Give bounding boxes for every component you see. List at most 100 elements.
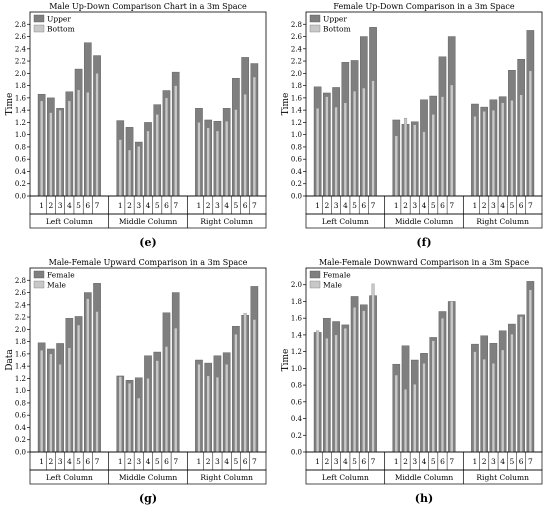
bar-series2 <box>362 87 366 197</box>
category-label: 3 <box>334 457 339 466</box>
chart-panel-3: Male-Female Upward Comparison in a 3m Sp… <box>5 258 267 505</box>
bar-series2 <box>422 131 426 197</box>
y-tick-label: 2.4 <box>15 301 27 309</box>
category-label: 6 <box>519 201 524 210</box>
y-tick-label: 0.8 <box>15 399 26 407</box>
bar-series2 <box>431 340 435 453</box>
category-label: 7 <box>449 201 454 210</box>
category-label: 7 <box>95 457 100 466</box>
legend-swatch-series1 <box>309 270 321 279</box>
bar-series2 <box>95 73 99 197</box>
category-label: 3 <box>136 201 141 210</box>
y-tick-label: 2.0 <box>291 70 302 78</box>
y-tick-label: 1.8 <box>15 82 26 90</box>
category-label: 2 <box>127 457 132 466</box>
panel-label: (e) <box>139 236 156 249</box>
category-label: 4 <box>422 201 427 210</box>
bar-series2 <box>127 149 132 197</box>
category-label: 7 <box>528 457 533 466</box>
chart-panel-1: Male Up-Down Comparison Chart in a 3m Sp… <box>5 2 267 249</box>
legend-label-series2: Bottom <box>323 25 351 34</box>
bar-series2 <box>371 80 375 197</box>
bar-series2 <box>197 122 201 197</box>
y-tick-label: 1.2 <box>15 375 26 383</box>
category-label: 7 <box>371 201 376 210</box>
category-label: 4 <box>146 457 151 466</box>
bar-series2 <box>403 389 408 453</box>
category-label: 1 <box>197 457 202 466</box>
group-label: Right Column <box>200 217 253 226</box>
y-tick-label: 0.6 <box>291 156 303 164</box>
category-label: 5 <box>234 457 239 466</box>
y-tick-label: 2.0 <box>15 70 26 78</box>
category-label: 1 <box>39 457 44 466</box>
category-label: 5 <box>510 201 515 210</box>
bar-series2 <box>510 100 514 197</box>
category-label: 7 <box>252 457 257 466</box>
y-tick-label: 0.2 <box>15 436 26 444</box>
bar-series2 <box>252 319 256 453</box>
category-label: 2 <box>482 201 487 210</box>
category-label: 3 <box>491 201 496 210</box>
bar-series2 <box>225 364 229 453</box>
category-label: 1 <box>473 457 478 466</box>
y-tick-label: 2.8 <box>291 21 302 29</box>
bar-series2 <box>343 328 347 453</box>
y-tick-label: 2.6 <box>15 33 27 41</box>
category-label: 1 <box>39 201 44 210</box>
legend-swatch-series2 <box>309 24 321 33</box>
bar-series2 <box>164 97 169 197</box>
category-label: 5 <box>352 201 357 210</box>
chart-title: Male Up-Down Comparison Chart in a 3m Sp… <box>49 2 247 11</box>
bar-series2 <box>473 116 477 197</box>
y-tick-label: 2.8 <box>15 21 26 29</box>
y-tick-label: 0.2 <box>291 180 302 188</box>
y-tick-label: 2.4 <box>291 45 303 53</box>
category-label: 1 <box>315 457 320 466</box>
legend-swatch-series1 <box>33 270 45 279</box>
category-label: 1 <box>118 201 123 210</box>
category-label: 6 <box>361 201 366 210</box>
bar-series2 <box>450 84 454 197</box>
category-label: 5 <box>234 201 239 210</box>
category-label: 7 <box>173 457 178 466</box>
category-label: 3 <box>215 201 220 210</box>
category-label: 5 <box>76 201 81 210</box>
legend-swatch-series1 <box>33 14 45 23</box>
legend-label-series2: Bottom <box>47 25 75 34</box>
panel-label: (g) <box>139 492 157 505</box>
category-label: 4 <box>224 457 229 466</box>
bar-series2 <box>197 364 201 453</box>
y-tick-label: 0.4 <box>15 168 27 176</box>
y-tick-label: 1.0 <box>291 365 302 373</box>
y-axis-label: Time <box>281 349 291 372</box>
group-label: Middle Column <box>395 217 453 226</box>
y-tick-label: 0.0 <box>291 193 302 201</box>
bar-series2 <box>501 102 505 197</box>
category-label: 2 <box>403 201 408 210</box>
category-label: 3 <box>412 457 417 466</box>
legend-swatch-series2 <box>309 280 321 289</box>
category-label: 5 <box>510 457 515 466</box>
y-tick-label: 2.0 <box>15 326 26 334</box>
category-label: 4 <box>500 201 505 210</box>
bar-series2 <box>215 377 219 453</box>
category-label: 5 <box>155 457 160 466</box>
y-tick-label: 0.6 <box>15 156 27 164</box>
group-band <box>29 469 267 485</box>
bar-series2 <box>325 96 329 197</box>
y-tick-label: 1.6 <box>291 315 303 323</box>
bar-series2 <box>482 359 486 453</box>
bar-series2 <box>510 333 514 453</box>
category-label: 6 <box>243 201 248 210</box>
category-label: 1 <box>394 457 399 466</box>
y-tick-label: 2.4 <box>15 45 27 53</box>
group-label: Left Column <box>322 217 369 226</box>
bar-series2 <box>353 90 357 197</box>
category-label: 7 <box>95 201 100 210</box>
bar-series2 <box>413 124 417 197</box>
bar-series2 <box>174 85 178 197</box>
bar-series2 <box>413 384 417 453</box>
bar-series2 <box>394 135 398 197</box>
